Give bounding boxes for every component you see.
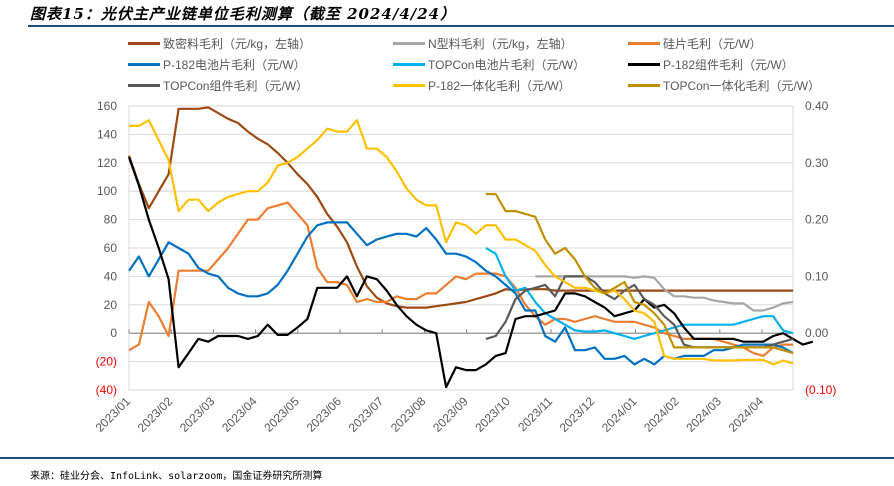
legend-item: P-182电池片毛利（元/W） (128, 56, 306, 73)
series-line-3 (128, 201, 793, 357)
legend-label: P-182一体化毛利（元/W） (428, 79, 571, 93)
left-axis-tick-label: 80 (104, 213, 118, 227)
right-axis-tick-label: 0.40 (805, 99, 829, 113)
legend-label: TOPCon组件毛利（元/W） (163, 79, 309, 93)
series-layer (127, 106, 814, 389)
series-line-4 (128, 221, 794, 366)
legend-item: TOPCon组件毛利（元/W） (128, 77, 308, 94)
left-axis-tick-label: (40) (96, 383, 117, 397)
title-divider (28, 25, 894, 27)
legend-swatch (128, 63, 160, 66)
series-line-1 (127, 106, 793, 309)
bottom-divider (0, 457, 894, 459)
left-axis-tick-label: 60 (104, 241, 118, 255)
x-axis-tick-label: 2023/06 (304, 394, 345, 435)
x-axis-tick-label: 2023/12 (557, 394, 598, 435)
left-axis-tick-label: 0 (110, 326, 117, 340)
legend-swatch (628, 84, 660, 87)
legend-label: 硅片毛利（元/W） (663, 37, 762, 51)
left-axis-tick-label: 140 (97, 127, 117, 141)
x-axis-tick-labels: 2023/01 2023/02 2023/03 2023/04 2023/05 2023/… (93, 394, 767, 435)
x-axis-tick-label: 2024/03 (683, 394, 724, 435)
x-axis-tick-label: 2024/02 (641, 394, 682, 435)
x-axis-tick-label: 2023/03 (177, 394, 218, 435)
legend-label: 致密料毛利（元/kg，左轴） (163, 37, 312, 51)
legend-label: TOPCon电池片毛利（元/W） (428, 58, 586, 72)
right-axis-tick-label: 0.00 (805, 326, 829, 340)
right-axis-tick-label: 0.10 (805, 269, 829, 283)
x-axis-tick-label: 2023/04 (219, 394, 260, 435)
x-axis-tick-label: 2023/07 (346, 394, 387, 435)
legend-item: N型料毛利（元/kg，左轴） (393, 35, 573, 52)
legend-item: P-182一体化毛利（元/W） (393, 77, 571, 94)
left-axis-tick-label: 40 (104, 269, 118, 283)
left-axis-tick-label: 120 (97, 156, 117, 170)
series-line-6 (127, 156, 814, 389)
x-axis-tick-label: 2023/10 (472, 394, 513, 435)
x-axis-tick-label: 2023/11 (515, 394, 555, 434)
legend-item: 致密料毛利（元/kg，左轴） (128, 35, 311, 52)
legend-swatch (128, 84, 160, 87)
series-line-9 (485, 192, 794, 355)
x-axis-tick-label: 2024/01 (599, 394, 640, 435)
legend-swatch (628, 42, 660, 45)
legend-item: TOPCon电池片毛利（元/W） (393, 56, 585, 73)
x-axis-tick-label: 2024/04 (726, 394, 767, 435)
series-line-5 (485, 247, 794, 340)
legend-item: P-182组件毛利（元/W） (628, 56, 794, 73)
legend-swatch (128, 42, 160, 45)
x-axis-tick-label: 2023/02 (135, 394, 176, 435)
legend-swatch (628, 63, 660, 66)
right-axis-tick-label: (0.10) (805, 383, 836, 397)
left-axis-tick-label: 160 (97, 99, 117, 113)
legend-label: P-182组件毛利（元/W） (663, 58, 794, 72)
grid-lines (128, 105, 794, 391)
legend-label: TOPCon一体化毛利（元/W） (663, 79, 821, 93)
legend-label: N型料毛利（元/kg，左轴） (428, 37, 573, 51)
x-axis-tick-label: 2023/01 (93, 394, 134, 435)
legend-label: P-182电池片毛利（元/W） (163, 58, 306, 72)
source-note: 来源：硅业分会、InfoLink、solarzoom，国金证券研究所测算 (30, 471, 323, 482)
x-axis-tick-label: 2023/09 (430, 394, 471, 435)
left-axis-tick-label: 100 (97, 184, 117, 198)
right-axis-tick-label: 0.20 (805, 213, 829, 227)
right-axis-tick-labels: 0.40 0.30 0.20 0.10 0.00 (0.10) (805, 99, 836, 397)
legend-swatch (393, 63, 425, 66)
left-axis-tick-label: (20) (96, 355, 117, 369)
legend-item: TOPCon一体化毛利（元/W） (628, 77, 820, 94)
left-axis-tick-label: 20 (104, 298, 118, 312)
x-axis-tick-label: 2023/05 (261, 394, 302, 435)
right-axis-tick-label: 0.30 (805, 156, 829, 170)
series-line-8 (129, 119, 794, 366)
legend-swatch (393, 84, 425, 87)
legend-item: 硅片毛利（元/W） (628, 35, 762, 52)
left-axis-tick-labels: 160 140 120 100 80 60 40 20 0 (20) (40) (96, 99, 118, 397)
x-axis-tick-label: 2023/08 (388, 394, 429, 435)
legend-swatch (393, 42, 425, 45)
figure-title: 图表15：光伏主产业链单位毛利测算（截至 2024/4/24） (30, 5, 457, 23)
